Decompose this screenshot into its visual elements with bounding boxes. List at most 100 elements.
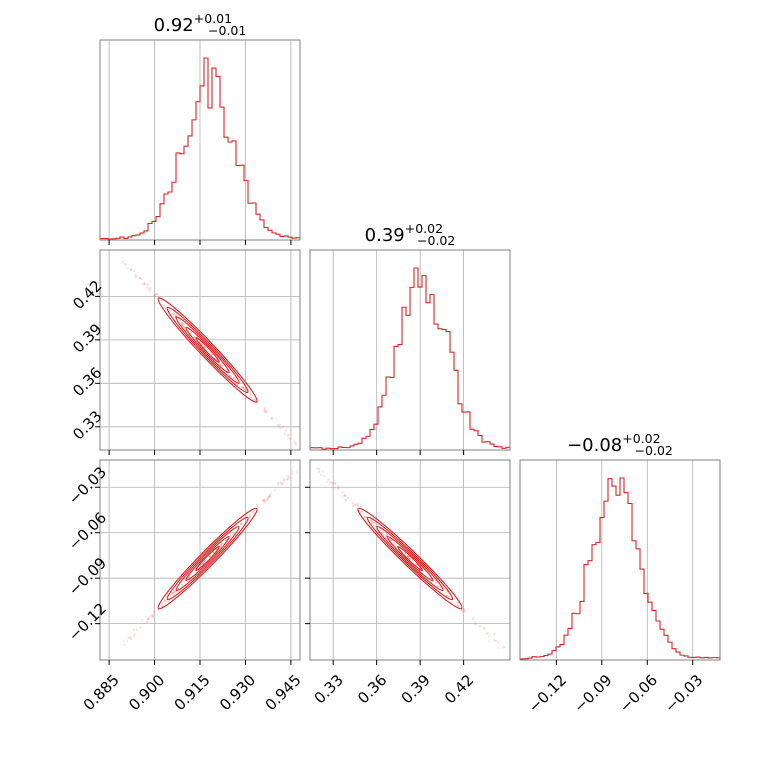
corr-panel-3-1-ytick-label-0: −0.12 <box>65 599 110 644</box>
corr-panel-3-1-sample-90 <box>141 619 144 622</box>
corr-panel-3-1-sample-27 <box>150 614 153 618</box>
corr-panel-3-2-sample-54 <box>321 470 324 473</box>
corr-panel-2-1-sample-90 <box>121 259 124 263</box>
corr-panel-2-1-sample-103 <box>173 312 176 316</box>
corr-panel-3-2-contours <box>357 507 463 610</box>
corr-panel-3-1-sample-9 <box>289 476 292 480</box>
corr-panel-3-1-contour-2 <box>175 525 240 592</box>
corr-panel-2-1-sample-19 <box>250 396 253 399</box>
corr-panel-3-1-sample-49 <box>287 477 290 480</box>
corr-panel-3-2-sample-112 <box>352 504 355 508</box>
hist-panel-2-frame <box>309 249 511 451</box>
corr-panel-3-1-sample-14 <box>173 592 176 595</box>
corr-panel-3-1-sample-17 <box>173 590 176 593</box>
corr-panel-3-2-sample-92 <box>374 524 377 527</box>
corr-panel-3-2-sample-84 <box>415 563 418 567</box>
corr-panel-3-1-sample-69 <box>201 562 204 566</box>
corr-panel-3-1-sample-72 <box>280 481 283 485</box>
corr-panel-3-1-sample-7 <box>147 616 150 619</box>
hist-panel-3-xtick-label-1: −0.09 <box>570 671 615 716</box>
corr-panel-3-1-sample-88 <box>248 515 252 518</box>
corr-panel-3-2-sample-77 <box>322 475 326 478</box>
corr-panel-3-2-sample-82 <box>333 486 336 489</box>
corr-panel-3-1-sample-98 <box>127 636 130 640</box>
hist-panel-3-frame <box>519 459 721 661</box>
corr-panel-3-1-sample-103 <box>280 483 283 486</box>
corr-panel-3-2-sample-11 <box>487 639 491 643</box>
corr-panel-3-2-sample-20 <box>393 542 396 545</box>
corr-panel-2-1-sample-53 <box>232 376 236 379</box>
corr-panel-2-1-contour-1 <box>166 306 249 394</box>
title-param-3: −0.08+0.02 −0.02 <box>567 431 673 458</box>
corr-panel-3-1-sample-97 <box>248 513 251 516</box>
corr-panel-3-2-contour-1 <box>366 516 454 601</box>
corr-panel-3-1-sample-2 <box>133 633 136 636</box>
corr-panel-2-1-contour-4 <box>195 337 220 363</box>
corr-panel-2-1-sample-66 <box>248 392 251 395</box>
corr-panel-2-1-sample-29 <box>284 429 288 433</box>
corr-panel-3-2-hgrid <box>310 486 510 625</box>
corr-panel-3-1-sample-6 <box>269 494 272 498</box>
corr-panel-2-1-sample-27 <box>294 443 297 446</box>
corr-panel-2-1-sample-79 <box>253 397 256 401</box>
corr-panel-3-2-sample-39 <box>318 468 321 472</box>
corr-panel-2-1-samples <box>121 256 298 446</box>
corr-panel-2-1-sample-26 <box>270 417 273 420</box>
corr-panel-3-2-sample-52 <box>325 480 328 484</box>
corr-panel-3-1-sample-82 <box>263 501 266 504</box>
corr-panel-3-2-sample-64 <box>332 481 335 485</box>
corr-panel-3-2-sample-6 <box>317 470 320 473</box>
corr-panel-2-1-sample-39 <box>234 376 237 380</box>
title-param-1: 0.92+0.01 −0.01 <box>154 11 247 38</box>
corr-panel-2-1-sample-4 <box>124 263 128 266</box>
corr-panel-3-1-sample-12 <box>268 494 271 498</box>
corr-panel-3-2-sample-71 <box>478 625 482 628</box>
corr-panel-3-2-sample-30 <box>406 555 409 558</box>
corr-panel-3-2-samples <box>316 467 506 650</box>
corr-panel-3-1-sample-43 <box>135 628 138 631</box>
corr-panel-3-2-sample-118 <box>381 532 384 535</box>
hist-panel-3-xtick-label-0: −0.12 <box>525 671 570 716</box>
hist-panel-3-xtick-label-2: −0.06 <box>616 671 661 716</box>
hist-panel-2-vgrid <box>332 250 465 450</box>
corr-panel-3-1-sample-79 <box>171 591 174 594</box>
corr-panel-3-2-sample-99 <box>327 478 330 482</box>
corr-panel-3-2-sample-119 <box>355 503 358 506</box>
corr-panel-2-1-sample-7 <box>287 435 290 438</box>
corr-panel-2-1-sample-17 <box>130 268 133 271</box>
corr-panel-2-1-sample-65 <box>183 326 186 329</box>
corr-panel-2-1-sample-83 <box>130 269 133 272</box>
corr-panel-3-2-sample-97 <box>501 646 504 650</box>
corr-panel-2-1-sample-38 <box>180 322 184 325</box>
corr-panel-3-2-sample-89 <box>436 585 440 588</box>
corr-panel-3-1-contour-1 <box>166 516 249 601</box>
corr-panel-3-2-sample-69 <box>493 638 496 641</box>
corr-panel-3-2-sample-106 <box>336 484 340 488</box>
corr-panel-3-1-sample-13 <box>146 620 149 624</box>
corr-panel-3-2-sample-37 <box>346 496 350 500</box>
corr-panel-3-2-sample-9 <box>456 604 460 607</box>
corr-panel-3-2-sample-95 <box>485 632 488 635</box>
corr-panel-3-2-sample-59 <box>497 640 500 643</box>
corr-panel-3-2-sample-111 <box>434 581 438 585</box>
corr-panel-2-1-sample-115 <box>263 408 266 412</box>
corr-panel-3-1-sample-70 <box>130 637 133 641</box>
corr-panel-2-1-contours <box>157 297 258 403</box>
corr-panel-3-1-sample-25 <box>202 561 205 564</box>
corr-panel-3-2-xtick-label-3: 0.42 <box>441 671 477 707</box>
corr-panel-3-2-sample-48 <box>356 504 360 507</box>
corr-panel-2-1-sample-45 <box>228 374 231 377</box>
corr-panel-3-2-sample-58 <box>403 552 407 555</box>
corr-panel-3-1-sample-106 <box>240 522 243 526</box>
corr-panel-2-1-sample-82 <box>210 353 214 356</box>
corr-panel-3-1-ytick-label-1: −0.09 <box>65 554 110 599</box>
corr-panel-3-1-sample-38 <box>287 475 291 478</box>
corr-panel-3-1-contours <box>157 507 258 610</box>
corr-panel-3-1-sample-32 <box>146 618 150 621</box>
corr-panel-3-2-sample-56 <box>493 639 496 643</box>
corr-panel-3-1-sample-99 <box>164 599 167 602</box>
corr-panel-3-1-contour-4 <box>195 546 220 571</box>
corr-panel-3-1-sample-62 <box>282 479 285 482</box>
corr-panel-3-2: 0.33 0.36 0.39 0.42 <box>305 459 511 707</box>
